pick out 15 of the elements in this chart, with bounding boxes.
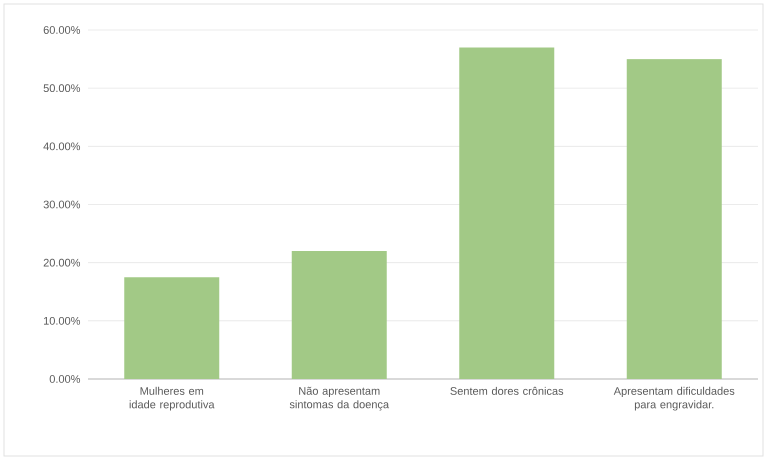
x-tick-label: Apresentam dificuldades para engravidar. [614,386,734,411]
y-tick-label: 20.00% [44,258,80,267]
bar [626,59,722,379]
y-tick-label: 40.00% [43,142,80,150]
y-tick-label: 60.00% [44,26,80,34]
bar [459,47,554,379]
y-tick-label: 30.00% [44,200,80,208]
x-tick-label: Mulheres em idade reprodutiva [130,386,215,411]
bar [124,277,220,379]
y-tick-label: 10.00% [44,316,80,325]
x-tick-label: Sentem dores crônicas [450,386,564,395]
bar [292,251,387,379]
y-tick-label: 0.00% [50,375,80,383]
x-tick-label: Não apresentam sintomas da doença [290,386,390,411]
y-tick-label: 50.00% [44,84,80,92]
